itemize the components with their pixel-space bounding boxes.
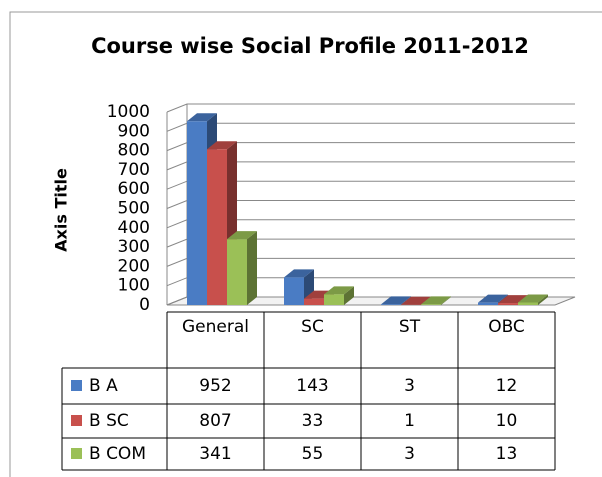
y-tick-label: 0 <box>139 295 150 315</box>
bar <box>324 294 344 305</box>
bar-side <box>538 294 548 305</box>
legend-swatch <box>71 415 82 426</box>
y-tick-label: 1000 <box>107 102 150 122</box>
bar-top <box>478 294 508 303</box>
bar <box>381 304 401 305</box>
y-tick-label: 200 <box>118 256 150 276</box>
y-tick-label: 400 <box>118 218 150 238</box>
table-value: 33 <box>302 411 324 431</box>
x-tick-label: OBC <box>488 317 525 337</box>
chart-title: Course wise Social Profile 2011-2012 <box>91 34 529 58</box>
bar-side <box>247 231 257 305</box>
table-value: 3 <box>404 376 415 396</box>
bar <box>304 298 324 305</box>
bar <box>227 239 247 305</box>
bar-top <box>518 294 548 303</box>
chart-frame <box>9 11 602 477</box>
table-value: 10 <box>496 411 518 431</box>
y-tick-label: 700 <box>118 160 150 180</box>
y-tick-label: 800 <box>118 141 150 161</box>
table-value: 341 <box>199 444 231 464</box>
bar <box>207 149 227 305</box>
bar-side <box>441 296 451 305</box>
table-value: 143 <box>296 376 328 396</box>
legend-label: B SC <box>89 411 129 431</box>
grid-line <box>166 103 575 113</box>
category-cell: SC <box>301 317 324 337</box>
table-value: 13 <box>496 444 518 464</box>
bar-top <box>227 231 257 240</box>
legend-swatch <box>71 380 82 391</box>
bar-top <box>381 296 411 305</box>
bar <box>498 303 518 305</box>
bar-side <box>344 286 354 305</box>
x-tick-label: General <box>182 317 249 337</box>
category-cell: General <box>182 317 249 337</box>
bar <box>518 302 538 305</box>
legend-label: B A <box>89 376 118 396</box>
x-tick-label: SC <box>301 317 324 337</box>
y-tick-label: 900 <box>118 121 150 141</box>
bar-top <box>324 286 354 295</box>
table-value: 952 <box>199 376 231 396</box>
legend-label: B COM <box>89 444 146 464</box>
y-tick-label: 600 <box>118 179 150 199</box>
table-value: 55 <box>302 444 324 464</box>
bar-top <box>284 269 314 278</box>
bar-top <box>187 113 217 122</box>
bar-top <box>207 141 237 150</box>
bar-top <box>421 296 451 305</box>
category-cell: OBC <box>488 317 525 337</box>
bar <box>478 302 498 305</box>
y-axis-title: Axis Title <box>52 168 71 252</box>
table-value: 3 <box>404 444 415 464</box>
y-tick-label: 300 <box>118 237 150 257</box>
bar <box>284 277 304 305</box>
y-tick-label: 500 <box>118 199 150 219</box>
table-value: 12 <box>496 376 518 396</box>
y-tick-label: 100 <box>118 276 150 296</box>
x-tick-label: ST <box>398 317 421 337</box>
legend-swatch <box>71 448 82 459</box>
bar <box>421 304 441 305</box>
table-value: 807 <box>199 411 231 431</box>
table-value: 1 <box>404 411 415 431</box>
bar <box>187 121 207 305</box>
category-cell: ST <box>398 317 421 337</box>
